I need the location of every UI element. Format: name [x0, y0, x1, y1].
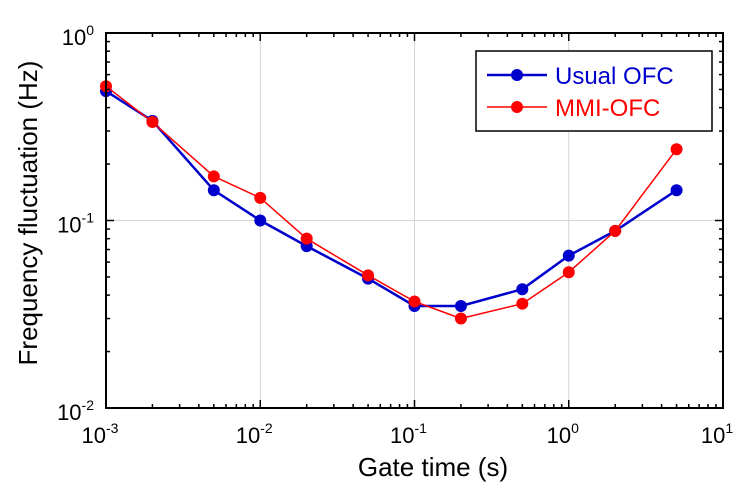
data-point-usual-ofc	[671, 184, 683, 196]
data-point-usual-ofc	[254, 215, 266, 227]
x-axis-label: Gate time (s)	[358, 452, 508, 482]
legend-label-usual-ofc: Usual OFC	[555, 63, 674, 90]
legend-marker-usual-ofc	[511, 69, 523, 81]
x-tick-label: 10-1	[390, 420, 427, 448]
data-point-mmi-ofc	[609, 225, 621, 237]
x-tick-label: 101	[701, 420, 733, 448]
y-tick-label: 10-1	[57, 210, 94, 238]
data-point-mmi-ofc	[455, 313, 467, 325]
data-point-mmi-ofc	[563, 266, 575, 278]
data-point-mmi-ofc	[671, 143, 683, 155]
y-tick-label: 10-2	[57, 397, 94, 425]
data-point-mmi-ofc	[516, 298, 528, 310]
data-point-usual-ofc	[208, 184, 220, 196]
data-point-mmi-ofc	[254, 192, 266, 204]
x-tick-label: 10-2	[236, 420, 273, 448]
data-point-mmi-ofc	[301, 233, 313, 245]
data-point-mmi-ofc	[208, 170, 220, 182]
data-point-mmi-ofc	[146, 116, 158, 128]
y-axis-label: Frequency fluctuation (Hz)	[13, 61, 43, 366]
legend-label-mmi-ofc: MMI-OFC	[555, 95, 660, 122]
data-point-usual-ofc	[455, 300, 467, 312]
data-point-mmi-ofc	[362, 269, 374, 281]
data-point-usual-ofc	[563, 250, 575, 262]
y-tick-label: 100	[62, 22, 94, 50]
x-tick-label: 10-3	[82, 420, 119, 448]
legend-marker-mmi-ofc	[511, 101, 523, 113]
data-point-usual-ofc	[516, 283, 528, 295]
legend: Usual OFC MMI-OFC	[476, 51, 712, 131]
x-tick-label: 100	[547, 420, 579, 448]
data-point-mmi-ofc	[409, 295, 421, 307]
